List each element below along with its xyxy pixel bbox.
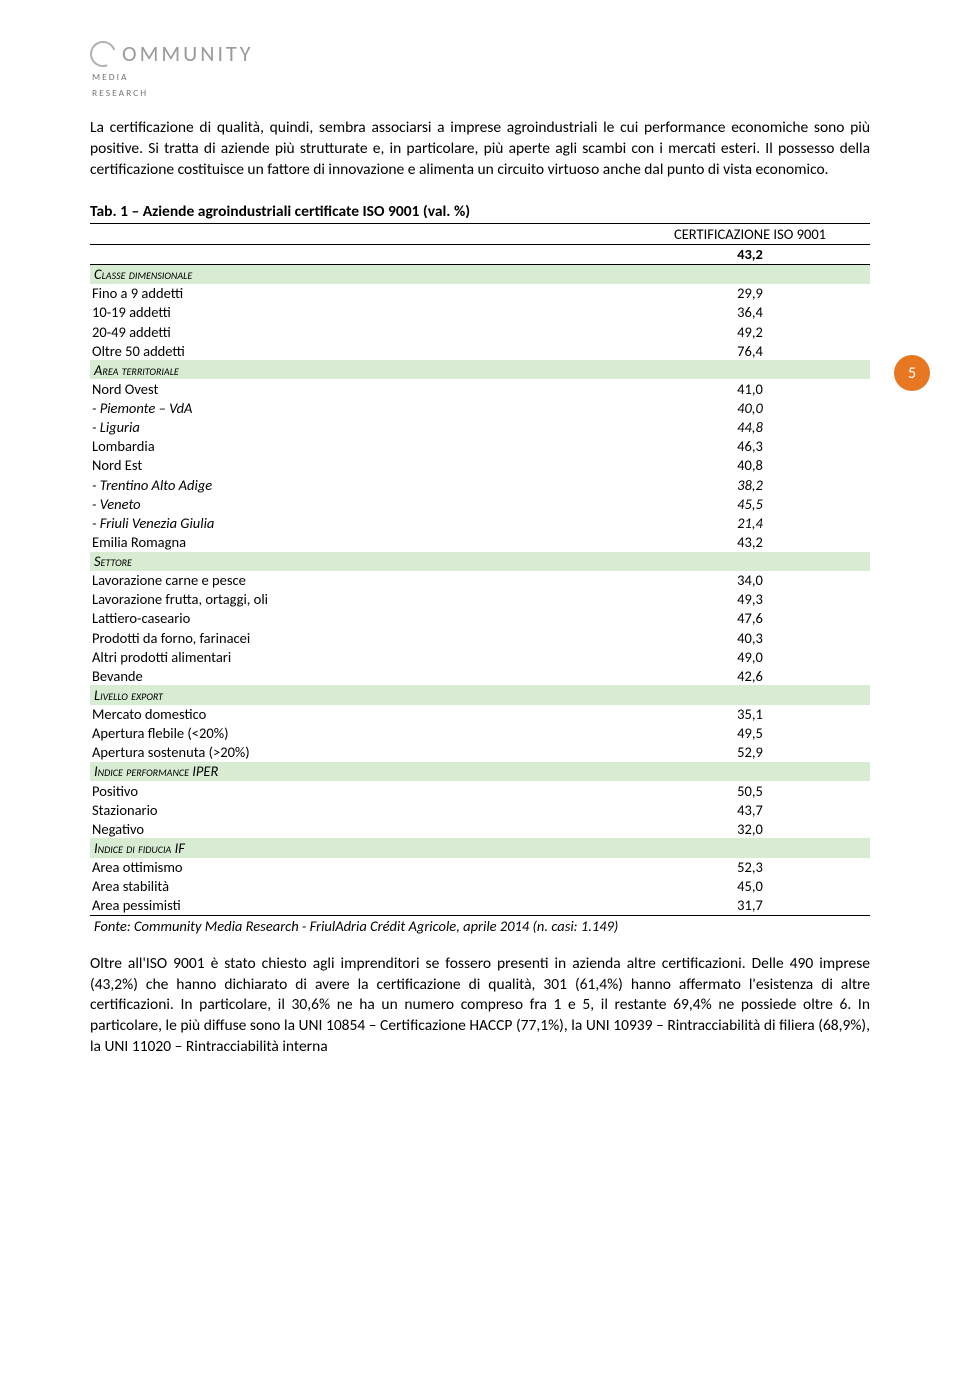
row-value: 40,0	[630, 399, 870, 418]
row-label: Fino a 9 addetti	[90, 284, 630, 303]
row-label: - Liguria	[90, 418, 630, 437]
row-value: 45,5	[630, 494, 870, 513]
row-label: Area pessimisti	[90, 896, 630, 916]
row-label: Apertura flebile (<20%)	[90, 724, 630, 743]
row-value: 21,4	[630, 513, 870, 532]
row-value: 38,2	[630, 475, 870, 494]
page-number-badge: 5	[894, 355, 930, 391]
row-value: 46,3	[630, 437, 870, 456]
row-value: 32,0	[630, 819, 870, 838]
row-value: 43,7	[630, 800, 870, 819]
section-header: Indice di fiducia IF	[90, 838, 870, 857]
row-label: Lavorazione frutta, ortaggi, oli	[90, 590, 630, 609]
logo-block: OMMUNITY MEDIA RESEARCH	[90, 40, 870, 100]
row-value: 35,1	[630, 705, 870, 724]
logo-sub-2: RESEARCH	[92, 87, 870, 99]
page-number: 5	[908, 364, 916, 383]
logo-c-icon	[86, 36, 121, 71]
row-label: - Trentino Alto Adige	[90, 475, 630, 494]
intro-paragraph: La certificazione di qualità, quindi, se…	[90, 118, 870, 181]
row-label: - Veneto	[90, 494, 630, 513]
row-value: 47,6	[630, 609, 870, 628]
row-label: Bevande	[90, 666, 630, 685]
total-value: 43,2	[630, 244, 870, 264]
row-value: 49,0	[630, 647, 870, 666]
row-value: 41,0	[630, 379, 870, 398]
logo-main-text: OMMUNITY	[122, 40, 254, 67]
row-value: 40,8	[630, 456, 870, 475]
row-value: 49,5	[630, 724, 870, 743]
row-label: 10-19 addetti	[90, 303, 630, 322]
row-label: Stazionario	[90, 800, 630, 819]
row-value: 43,2	[630, 532, 870, 551]
outro-paragraph: Oltre all'ISO 9001 è stato chiesto agli …	[90, 954, 870, 1059]
section-header: Indice performance IPER	[90, 762, 870, 781]
row-label: Nord Ovest	[90, 379, 630, 398]
row-label: Prodotti da forno, farinacei	[90, 628, 630, 647]
row-label: Negativo	[90, 819, 630, 838]
row-label: Lombardia	[90, 437, 630, 456]
row-label: - Friuli Venezia Giulia	[90, 513, 630, 532]
row-value: 45,0	[630, 877, 870, 896]
row-label: Oltre 50 addetti	[90, 341, 630, 360]
row-label: Lattiero-caseario	[90, 609, 630, 628]
section-header: Settore	[90, 552, 870, 571]
row-label: Area stabilità	[90, 877, 630, 896]
row-label: Altri prodotti alimentari	[90, 647, 630, 666]
row-label: Nord Est	[90, 456, 630, 475]
row-value: 49,2	[630, 322, 870, 341]
column-header: CERTIFICAZIONE ISO 9001	[630, 224, 870, 244]
row-value: 34,0	[630, 571, 870, 590]
table-source: Fonte: Community Media Research - FriulA…	[90, 915, 870, 935]
row-label: Lavorazione carne e pesce	[90, 571, 630, 590]
row-value: 42,6	[630, 666, 870, 685]
row-value: 52,9	[630, 743, 870, 762]
row-value: 44,8	[630, 418, 870, 437]
section-header: Classe dimensionale	[90, 264, 870, 284]
row-label: Emilia Romagna	[90, 532, 630, 551]
logo-main-row: OMMUNITY	[90, 40, 870, 67]
logo-sub-1: MEDIA	[92, 71, 870, 83]
row-value: 31,7	[630, 896, 870, 916]
row-value: 49,3	[630, 590, 870, 609]
row-value: 50,5	[630, 781, 870, 800]
row-value: 76,4	[630, 341, 870, 360]
section-header: Livello export	[90, 685, 870, 704]
section-header: Area territoriale	[90, 360, 870, 379]
row-label: Mercato domestico	[90, 705, 630, 724]
row-label: Positivo	[90, 781, 630, 800]
table-title: Tab. 1 – Aziende agroindustriali certifi…	[90, 202, 870, 221]
row-value: 36,4	[630, 303, 870, 322]
row-label: Area ottimismo	[90, 858, 630, 877]
row-label: Apertura sostenuta (>20%)	[90, 743, 630, 762]
data-table: CERTIFICAZIONE ISO 900143,2Classe dimens…	[90, 223, 870, 935]
row-value: 40,3	[630, 628, 870, 647]
row-label: - Piemonte – VdA	[90, 399, 630, 418]
row-value: 52,3	[630, 858, 870, 877]
row-value: 29,9	[630, 284, 870, 303]
row-label: 20-49 addetti	[90, 322, 630, 341]
